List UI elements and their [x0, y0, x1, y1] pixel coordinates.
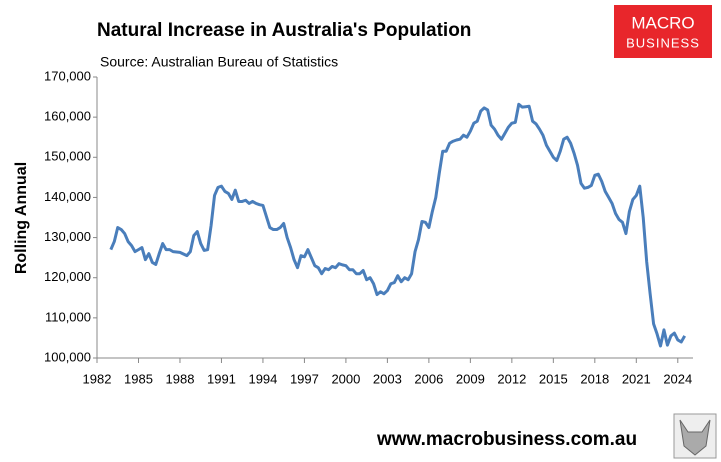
x-tick-label: 2006 [414, 371, 443, 386]
data-line [109, 102, 687, 348]
y-tick-label: 120,000 [44, 269, 91, 284]
x-tick-label: 2021 [622, 371, 651, 386]
y-tick-label: 160,000 [44, 109, 91, 124]
chart-title: Natural Increase in Australia's Populati… [97, 20, 471, 41]
y-tick-label: 140,000 [44, 189, 91, 204]
wolf-icon [679, 419, 711, 456]
footer: www.macrobusiness.com.au [376, 429, 637, 450]
chart-subtitle: Source: Australian Bureau of Statistics [100, 54, 338, 70]
y-tick-label: 100,000 [44, 349, 91, 364]
x-tick-label: 2003 [373, 371, 402, 386]
y-tick-label: 130,000 [44, 229, 91, 244]
y-axis-label: Rolling Annual [13, 162, 30, 274]
x-tick-label: 2018 [580, 371, 609, 386]
x-tick-label: 1988 [166, 371, 195, 386]
x-tick-label: 1985 [124, 371, 153, 386]
x-tick-label: 2009 [456, 371, 485, 386]
y-tick-label: 150,000 [44, 149, 91, 164]
y-tick-label: 170,000 [44, 68, 91, 83]
x-tick-label: 2015 [539, 371, 568, 386]
logo-text: MACRO [631, 13, 694, 32]
logo-text: BUSINESS [626, 35, 700, 50]
x-tick-label: 2012 [497, 371, 526, 386]
x-tick-label: 1982 [83, 371, 112, 386]
logo-box [614, 5, 712, 58]
x-tick-label: 2024 [663, 371, 692, 386]
x-tick-label: 1997 [290, 371, 319, 386]
x-tick-label: 1994 [248, 371, 277, 386]
y-tick-label: 110,000 [45, 309, 91, 324]
x-tick-label: 2000 [331, 371, 360, 386]
x-tick-label: 1991 [207, 371, 236, 386]
